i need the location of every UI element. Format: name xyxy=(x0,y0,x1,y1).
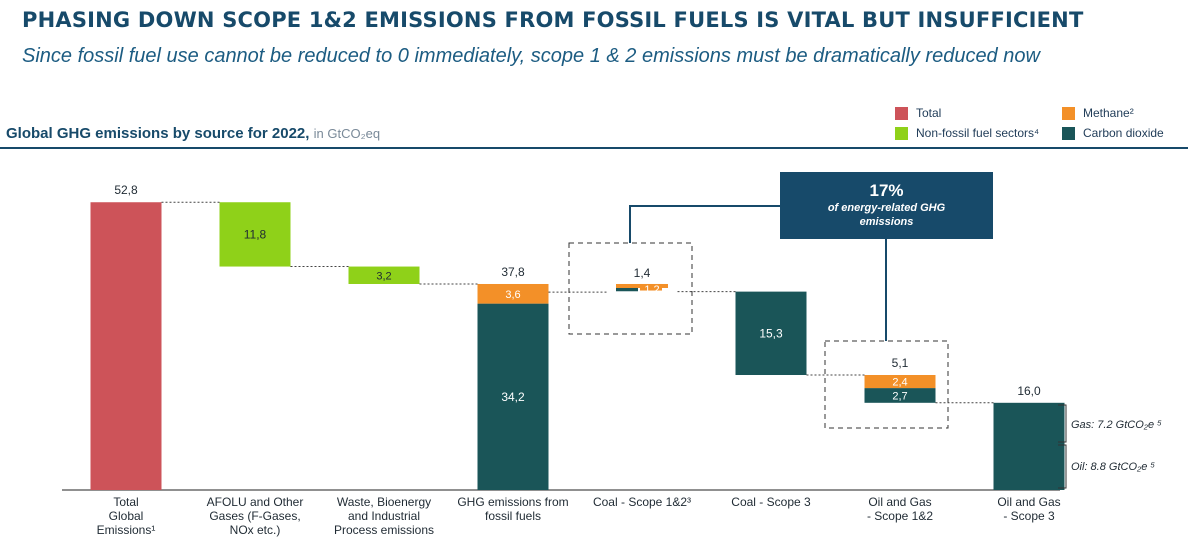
category-label-1-line2: NOx etc.) xyxy=(230,523,281,537)
bar-total-label-6: 5,1 xyxy=(892,356,909,370)
category-label-1-line1: Gases (F-Gases, xyxy=(209,509,300,523)
gas-note: Gas: 7.2 GtCO₂e ⁵ xyxy=(1071,419,1162,431)
chart-heading: Global GHG emissions by source for 2022,… xyxy=(6,125,380,142)
bar-label-5-co2: 15,3 xyxy=(759,326,783,340)
bar-label-coal-co2: 0,2 xyxy=(619,294,634,306)
category-label-7-line1: - Scope 3 xyxy=(1003,509,1055,523)
oil-note: Oil: 8.8 GtCO₂e ⁵ xyxy=(1071,461,1155,473)
bar-coal-scope12-co2 xyxy=(616,286,638,292)
bar-label-2-nonfossil: 3,2 xyxy=(376,270,391,282)
bracket-gas xyxy=(1058,404,1067,443)
bar-coal-scope12-methane-cap xyxy=(616,283,668,288)
bar-label-6-methane: 2,4 xyxy=(892,377,907,389)
callout-percentage: 17% xyxy=(869,181,904,200)
category-label-4-line0: Coal - Scope 1&2³ xyxy=(593,495,691,509)
page-subtitle: Since fossil fuel use cannot be reduced … xyxy=(22,45,1040,67)
highlight-box-coal xyxy=(568,242,693,335)
callout-connector-coal xyxy=(629,205,780,243)
category-label-6-line1: - Scope 1&2 xyxy=(867,509,933,523)
bar-1-nonfossil xyxy=(219,202,291,267)
bar-3-methane xyxy=(477,283,549,304)
page-title: PHASING DOWN SCOPE 1&2 EMISSIONS FROM FO… xyxy=(22,8,1084,32)
legend-swatch-co2 xyxy=(1062,126,1075,140)
category-label-3-line0: GHG emissions from xyxy=(457,495,568,509)
bar-6-co2 xyxy=(864,388,936,403)
bar-label-3-methane: 3,6 xyxy=(505,289,520,301)
legend-swatch-total xyxy=(895,106,908,120)
bar-total-label-7: 16,0 xyxy=(1017,384,1041,398)
bar-3-co2 xyxy=(477,303,549,490)
legend-label-total: Total xyxy=(916,106,942,120)
category-label-2-line2: Process emissions xyxy=(334,523,434,537)
bar-6-methane xyxy=(864,375,936,389)
bar-label-coal-methane: 1,2 xyxy=(644,284,659,296)
bar-0-total xyxy=(90,202,162,491)
category-label-0-line2: Emissions¹ xyxy=(97,523,156,537)
chart-heading-unit: in GtCO₂eq xyxy=(313,126,381,141)
chart-heading-label: Global GHG emissions by source for 2022, xyxy=(6,125,310,142)
legend-swatch-nonfossil xyxy=(895,126,908,140)
bar-label-1-nonfossil: 11,8 xyxy=(244,227,267,241)
legend-item-co2: Carbon dioxide xyxy=(1062,126,1164,140)
callout-box: 17% of energy-related GHG emissions xyxy=(780,172,993,239)
legend-label-nonfossil: Non-fossil fuel sectors⁴ xyxy=(916,126,1040,140)
category-label-2-line1: and Industrial xyxy=(348,509,420,523)
category-label-7-line0: Oil and Gas xyxy=(997,495,1060,509)
callout-text-line1: of energy-related GHG xyxy=(827,202,946,214)
callout-text-line2: emissions xyxy=(859,216,914,228)
bar-label-3-co2: 34,2 xyxy=(501,390,525,404)
legend-item-total: Total xyxy=(895,106,941,120)
category-label-0-line0: Total xyxy=(113,495,138,509)
bar-label-6-co2: 2,7 xyxy=(892,390,907,402)
bar-total-label-3: 37,8 xyxy=(501,265,525,279)
bar-5-co2 xyxy=(735,291,807,376)
legend-swatch-methane xyxy=(1062,106,1075,120)
category-label-3-line1: fossil fuels xyxy=(485,509,541,523)
category-label-0-line1: Global xyxy=(109,509,144,523)
category-label-2-line0: Waste, Bioenergy xyxy=(337,495,431,509)
bar-total-label-0: 52,8 xyxy=(114,183,138,197)
legend-label-co2: Carbon dioxide xyxy=(1083,126,1164,140)
heading-divider xyxy=(0,147,1188,149)
bracket-oil xyxy=(1058,444,1067,489)
category-label-5-line0: Coal - Scope 3 xyxy=(731,495,811,509)
legend-label-methane: Methane² xyxy=(1083,106,1134,120)
legend-item-methane: Methane² xyxy=(1062,106,1134,120)
bar-total-label-coal-scope12: 1,4 xyxy=(634,266,651,280)
bar-2-nonfossil xyxy=(348,266,420,284)
bar-7-co2 xyxy=(993,402,1065,490)
legend-item-nonfossil: Non-fossil fuel sectors⁴ xyxy=(895,126,1039,140)
category-label-1-line0: AFOLU and Other xyxy=(207,495,304,509)
highlight-box-oil-gas xyxy=(824,340,949,429)
category-label-6-line0: Oil and Gas xyxy=(868,495,931,509)
